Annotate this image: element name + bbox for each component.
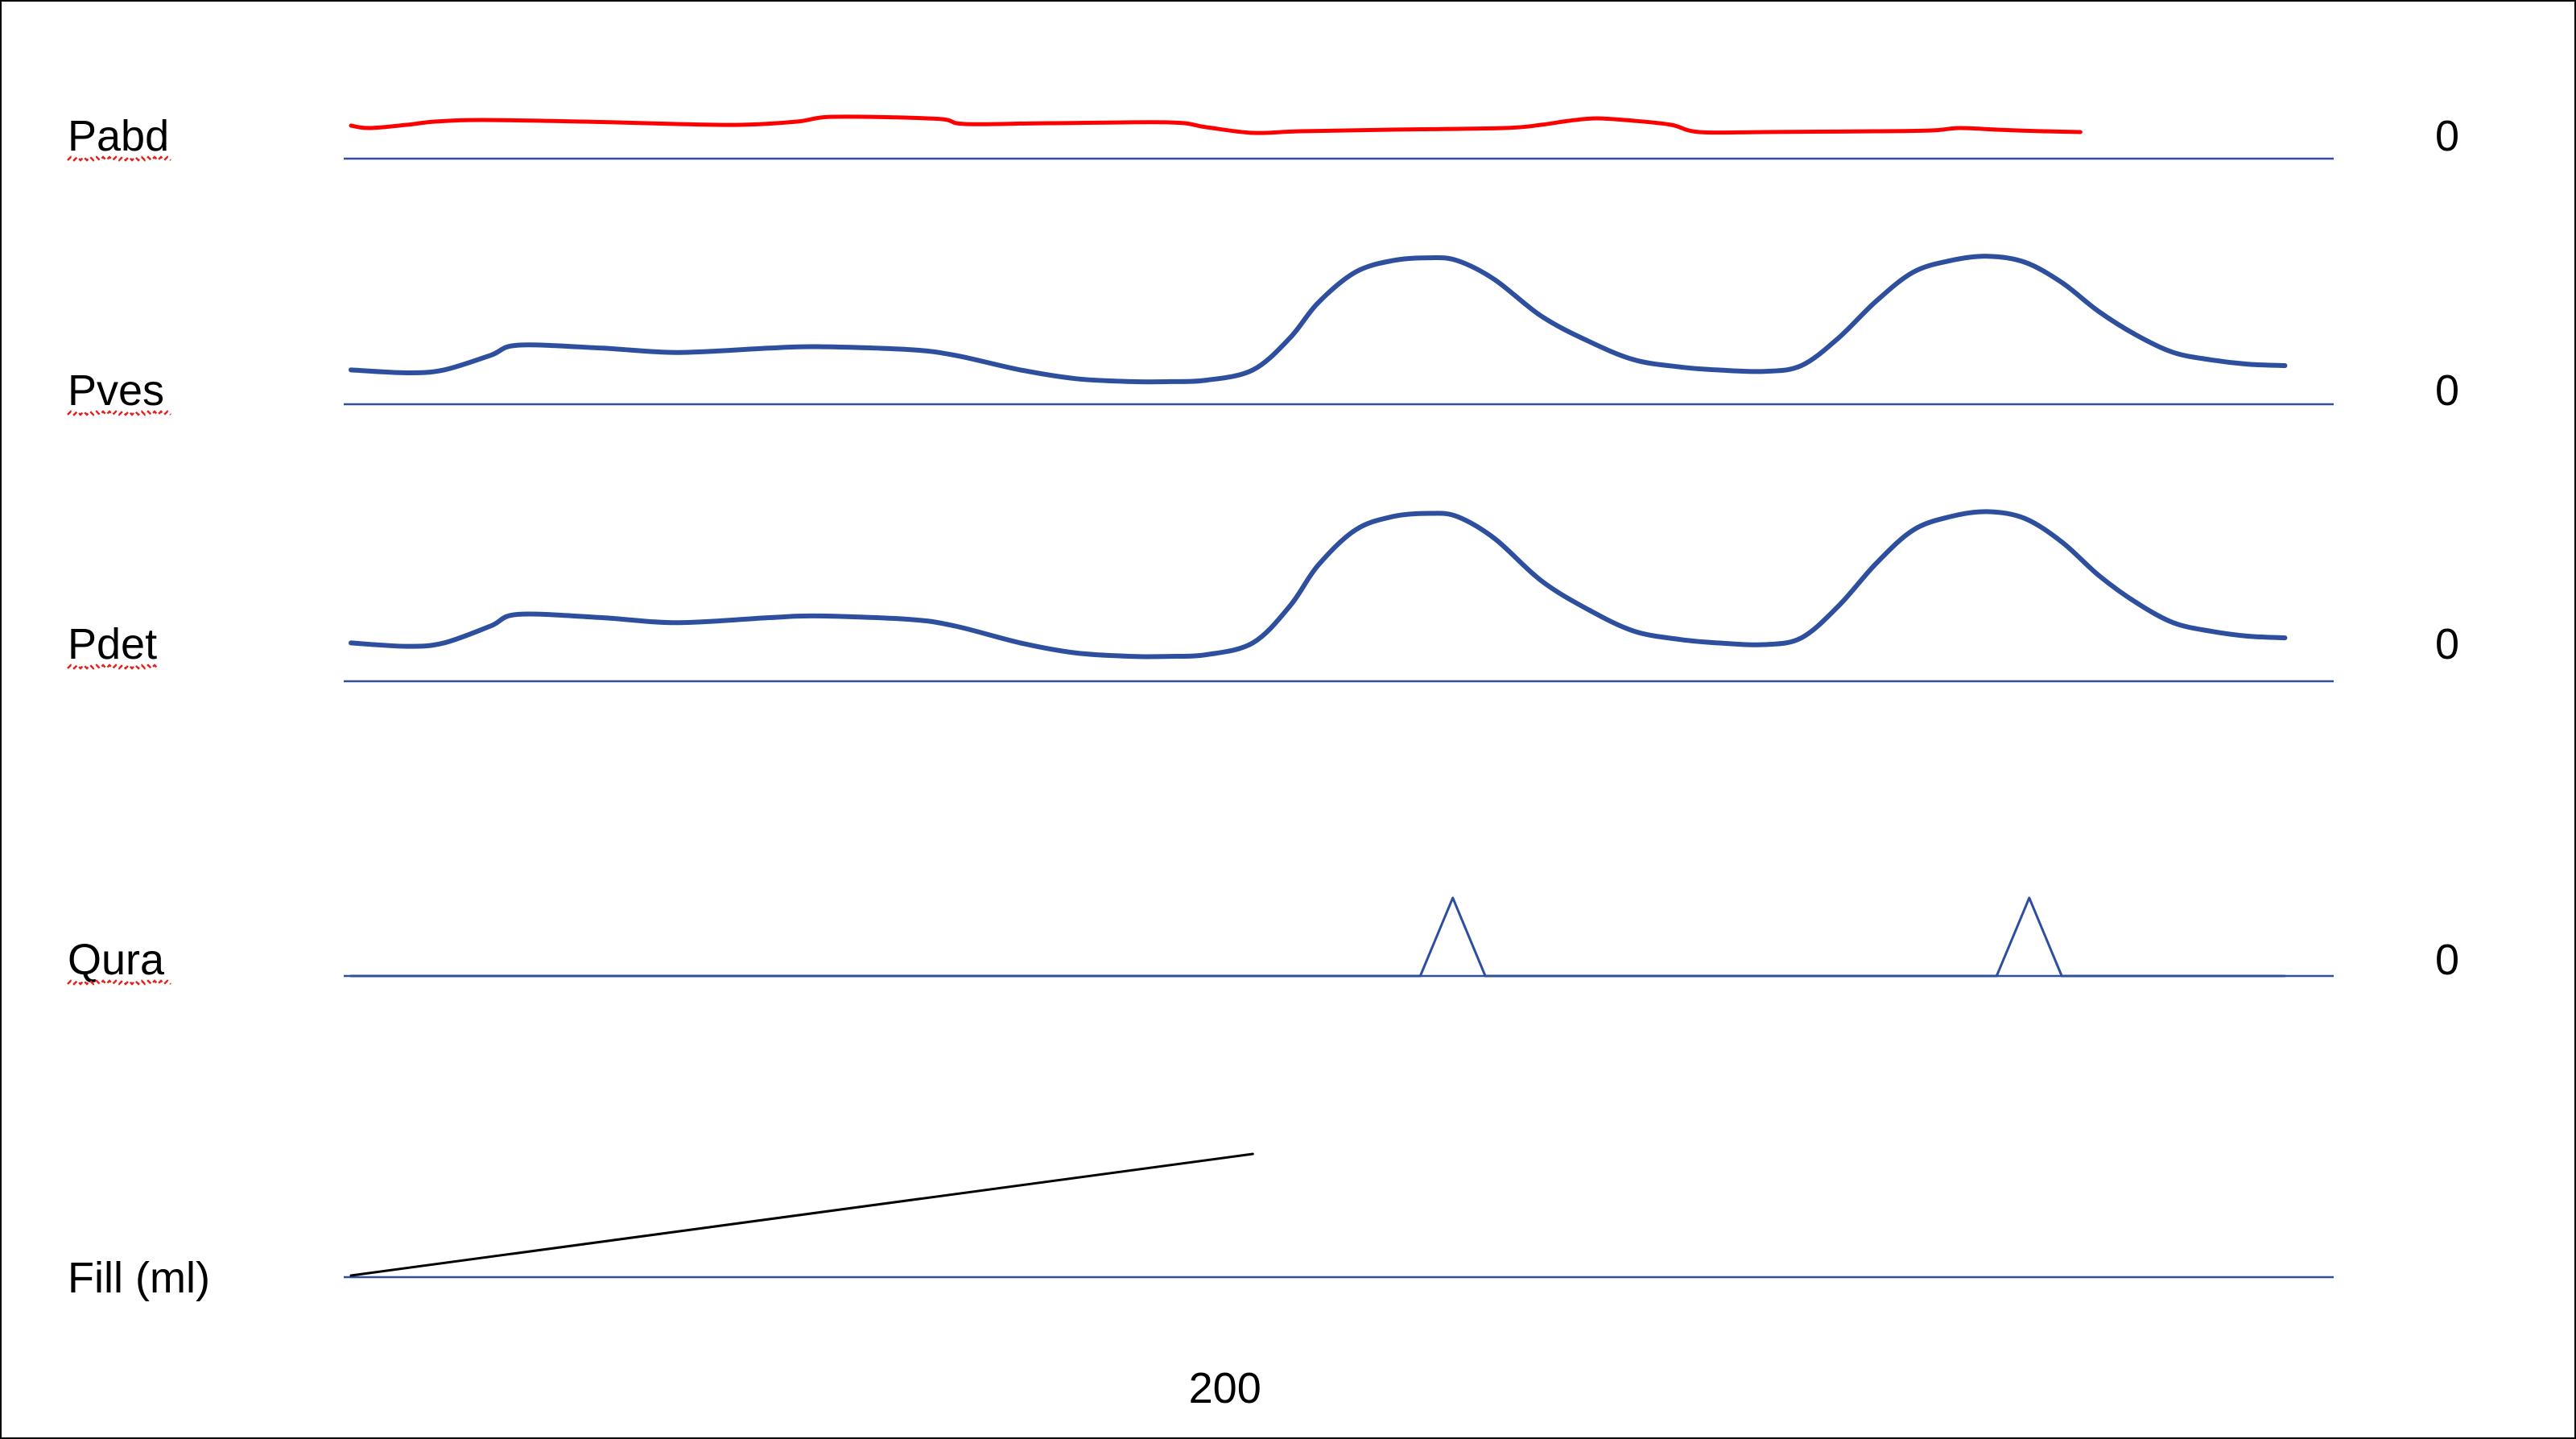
qura-zero-label: 0 [2435,936,2459,984]
pabd-spellcheck-underline [67,155,171,162]
pdet-spellcheck-underline [67,664,159,670]
qura-trace [349,896,2286,978]
x-tick-label: 200 [1189,1364,1261,1412]
pabd-label: Pabd [68,112,169,160]
pves-trace [349,254,2288,385]
pabd-zero-label: 0 [2435,112,2459,160]
qura-label: Qura [68,936,165,984]
fill-ml-trace [349,1152,1254,1277]
pves-spellcheck-underline [67,410,171,416]
pabd-trace [349,114,2083,135]
pdet-trace [349,509,2288,660]
pdet-zero-label: 0 [2435,620,2459,668]
fill-ml-label: Fill (ml) [68,1254,210,1302]
pves-zero-label: 0 [2435,366,2459,415]
pves-label: Pves [68,366,164,415]
pdet-label: Pdet [68,620,157,668]
qura-spellcheck-underline [67,979,171,986]
